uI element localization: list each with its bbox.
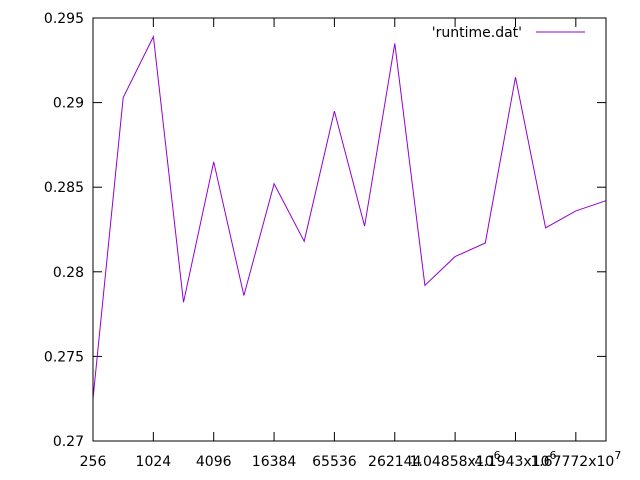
- y-tick-label: 0.285: [44, 180, 84, 196]
- data-point: [274, 183, 275, 184]
- data-point: [424, 285, 425, 286]
- data-point: [545, 227, 546, 228]
- x-tick-label: 1024: [136, 454, 172, 470]
- x-tick-label: 4.1943x106: [474, 449, 556, 470]
- data-point: [455, 256, 456, 257]
- data-point: [575, 210, 576, 211]
- data-point: [123, 97, 124, 98]
- data-point: [243, 295, 244, 296]
- y-tick-label: 0.28: [53, 265, 84, 281]
- x-tick-label: 16384: [252, 454, 297, 470]
- y-axis-ticks: 0.27 0.275 0.28 0.285 0.29 0.295: [44, 11, 606, 450]
- x-axis-ticks: 256 1024 4096 16384 65536 2621441.04858x1064.…: [80, 18, 621, 470]
- legend: 'runtime.dat': [432, 25, 585, 41]
- x-tick-label: 1.67772x107: [530, 449, 621, 470]
- x-tick-label: 4096: [196, 454, 232, 470]
- plot-frame: [92, 17, 607, 442]
- y-tick-label: 0.29: [53, 96, 84, 112]
- y-tick-label: 0.275: [44, 349, 84, 365]
- data-point: [485, 243, 486, 244]
- series-layer: [92, 34, 607, 399]
- data-point: [515, 77, 516, 78]
- x-tick-label: 1.04858x106: [410, 449, 501, 470]
- data-point: [183, 302, 184, 303]
- x-tick-label: 65536: [312, 454, 357, 470]
- series-line-0: [92, 34, 607, 399]
- data-point: [364, 226, 365, 227]
- x-tick-label: 262144: [368, 454, 422, 470]
- data-point: [304, 241, 305, 242]
- data-point: [213, 161, 214, 162]
- y-tick-label: 0.295: [44, 11, 84, 27]
- legend-label: 'runtime.dat': [432, 25, 522, 41]
- data-point: [334, 111, 335, 112]
- x-tick-label: 256: [80, 454, 107, 470]
- y-tick-label: 0.27: [53, 434, 84, 450]
- data-point: [394, 43, 395, 44]
- data-point: [153, 36, 154, 37]
